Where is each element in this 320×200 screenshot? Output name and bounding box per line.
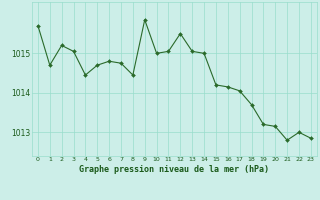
X-axis label: Graphe pression niveau de la mer (hPa): Graphe pression niveau de la mer (hPa) — [79, 165, 269, 174]
